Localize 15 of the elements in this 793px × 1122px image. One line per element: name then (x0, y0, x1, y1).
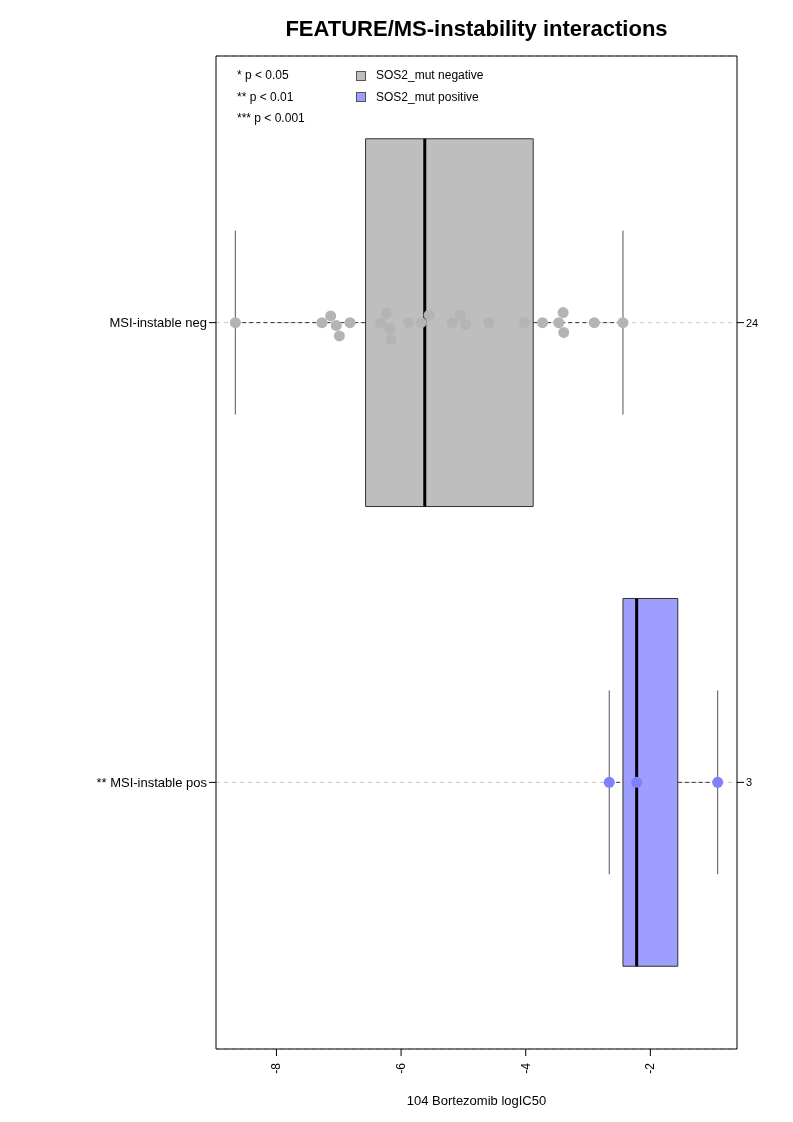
y-tick-label: MSI-instable neg (109, 315, 207, 331)
annotation: *** p < 0.001 (237, 110, 305, 127)
x-tick-label: -6 (394, 1062, 409, 1074)
y2-tick-label: 24 (746, 316, 759, 329)
x-tick-label: -8 (269, 1062, 284, 1074)
chart-title: FEATURE/MS-instability interactions (284, 16, 669, 42)
x-tick-label: -2 (643, 1062, 658, 1074)
legend-label: SOS2_mut negative (376, 67, 484, 84)
x-axis-title: 104 Bortezomib logIC50 (406, 1093, 547, 1108)
annotation: * p < 0.05 (237, 67, 290, 84)
legend-label: SOS2_mut positive (376, 88, 479, 106)
annotation: ** p < 0.01 (237, 88, 295, 106)
x-tick-label: -4 (518, 1062, 533, 1074)
y2-tick-label: 3 (746, 776, 753, 789)
y-tick-label: ** MSI-instable pos (96, 774, 208, 790)
